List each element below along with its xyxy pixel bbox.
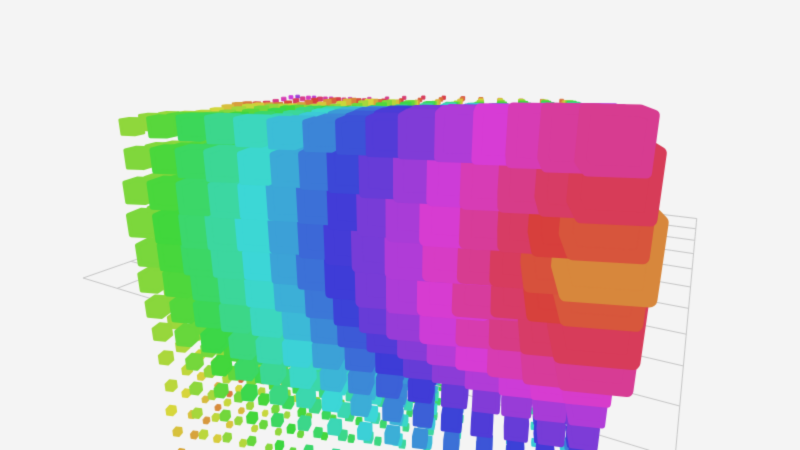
3d-viewport [0,0,800,450]
instanced-cubes-canvas[interactable] [0,0,800,450]
